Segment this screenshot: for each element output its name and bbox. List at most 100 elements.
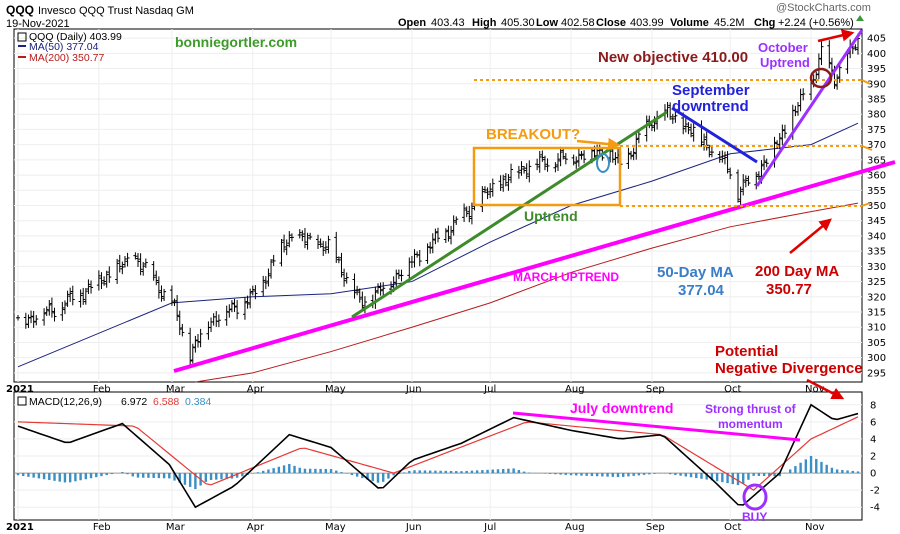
july-downtrend-label: July downtrend (570, 400, 673, 416)
price-bar (378, 282, 383, 296)
price-bar (540, 150, 545, 162)
price-bar (70, 285, 75, 306)
macd-legend-v3: 0.384 (185, 396, 211, 408)
histogram-bar (460, 471, 463, 474)
price-bar (449, 225, 454, 245)
price-bar (318, 238, 323, 248)
histogram-bar (595, 473, 599, 477)
breakout-box (472, 146, 622, 207)
price-bar (26, 314, 31, 328)
histogram-bar (835, 469, 839, 474)
potential-label-2: Negative Divergence (715, 360, 863, 377)
price-bar (754, 171, 759, 190)
histogram-bar (418, 470, 421, 474)
legend-price: QQQ (Daily) 403.99 (29, 31, 122, 43)
price-bar (107, 266, 112, 283)
price-tick-label: 350 (867, 201, 886, 212)
histogram-bar (507, 468, 510, 474)
ma200-arrow (789, 218, 832, 254)
low-label: Low (536, 17, 558, 29)
watermark: @StockCharts.com (776, 2, 871, 14)
price-bar (156, 276, 161, 299)
price-bar (443, 228, 448, 243)
histogram-bar (121, 472, 124, 474)
histogram-bar (434, 470, 437, 474)
x-tick-label: Jul (483, 522, 496, 533)
price-bar (143, 258, 148, 268)
price-bar (527, 160, 532, 183)
histogram-bar (481, 470, 484, 474)
price-bar (120, 261, 125, 275)
price-bar (668, 102, 673, 120)
price-bar (49, 297, 54, 318)
price-bar (68, 287, 73, 302)
histogram-bar (126, 473, 129, 475)
price-bar (279, 238, 284, 267)
histogram-bar (366, 473, 369, 480)
price-bar (151, 261, 156, 281)
histogram-bar (710, 473, 714, 481)
open-label: Open (398, 17, 426, 29)
macd-tick-label: 6 (870, 417, 876, 428)
price-bar (141, 261, 146, 276)
price-bar (31, 310, 36, 328)
price-bar (357, 288, 362, 303)
histogram-bar (235, 473, 239, 478)
x-tick-label: Jun (405, 384, 422, 395)
price-bar (83, 288, 88, 305)
price-legend: QQQ (Daily) 403.99 MA(50) 377.04 MA(200)… (17, 31, 122, 64)
price-bar (537, 150, 542, 173)
histogram-bar (799, 462, 802, 474)
price-bar (297, 229, 302, 239)
macd-tick-label: 2 (870, 452, 876, 463)
histogram-bar (162, 473, 166, 479)
price-bar (691, 121, 696, 142)
histogram-bar (653, 473, 656, 474)
price-tick-label: 295 (867, 368, 886, 379)
price-bar (535, 158, 540, 171)
histogram-bar (142, 473, 145, 478)
price-bar (216, 314, 221, 328)
histogram-bar (319, 468, 322, 474)
price-bar (302, 227, 307, 249)
price-bar (417, 249, 422, 267)
price-bar (827, 40, 832, 69)
price-tick-label: 335 (867, 247, 886, 258)
histogram-bar (575, 473, 578, 476)
gap-circle (809, 67, 833, 89)
price-bar (266, 268, 271, 287)
histogram-bar (79, 473, 82, 481)
price-bars-layer (16, 33, 860, 367)
ma50-label-1: 50-Day MA (657, 264, 734, 281)
high-label: High (472, 17, 497, 29)
price-bar (175, 295, 180, 321)
histogram-bar (392, 473, 395, 476)
october-uptrend-label-1: October (758, 40, 808, 55)
histogram-bar (350, 473, 354, 476)
price-bar (104, 270, 109, 288)
histogram-bar (590, 473, 594, 477)
macd-legend-v1: 6.972 (121, 396, 147, 408)
price-bar (501, 174, 506, 192)
price-tick-label: 365 (867, 155, 886, 166)
october-uptrend-line (755, 29, 864, 187)
histogram-bar (830, 467, 834, 474)
macd-tick-label: -2 (870, 486, 880, 497)
price-bar (629, 150, 634, 160)
price-bar (571, 154, 576, 166)
legend-ma50: MA(50) 377.04 (29, 41, 99, 53)
histogram-bar (788, 469, 792, 474)
histogram-bar (387, 473, 390, 479)
histogram-bar (256, 472, 260, 474)
legend-swatch-price (17, 32, 27, 42)
buy-circle (742, 483, 768, 511)
histogram-bar (700, 473, 703, 479)
x-tick-label: Aug (565, 522, 585, 533)
price-bar (480, 186, 485, 213)
histogram-bar (444, 470, 448, 474)
x-tick-label: Apr (247, 384, 265, 395)
histogram-bar (512, 468, 515, 474)
x-tick-label: Oct (724, 522, 741, 533)
price-bar (138, 253, 143, 276)
